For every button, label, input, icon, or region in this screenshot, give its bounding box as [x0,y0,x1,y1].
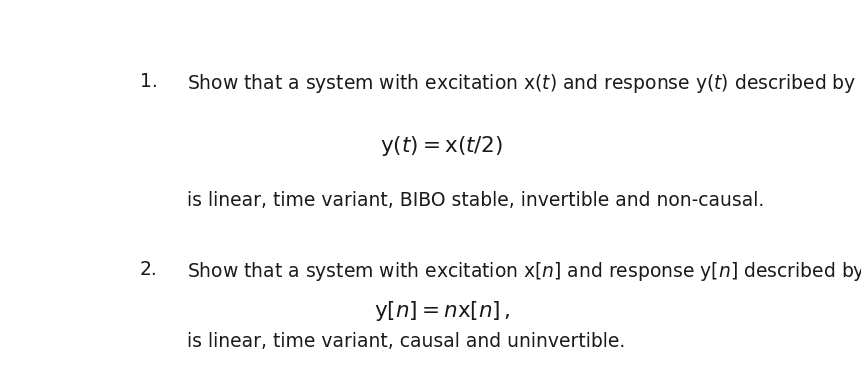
Text: is linear, time variant, causal and uninvertible.: is linear, time variant, causal and unin… [186,332,624,351]
Text: is linear, time variant, BIBO stable, invertible and non-causal.: is linear, time variant, BIBO stable, in… [186,191,763,210]
Text: Show that a system with excitation $\mathrm{x}(t)$ and response $\mathrm{y}(t)$ : Show that a system with excitation $\mat… [186,72,855,95]
Text: 2.: 2. [139,260,158,279]
Text: $\mathrm{y}(t) = \mathrm{x}(t/2)$: $\mathrm{y}(t) = \mathrm{x}(t/2)$ [380,134,503,158]
Text: 1.: 1. [139,72,158,91]
Text: Show that a system with excitation $\mathrm{x}[n]$ and response $\mathrm{y}[n]$ : Show that a system with excitation $\mat… [186,260,861,283]
Text: $\mathrm{y}[n] = n\mathrm{x}[n]\,,$: $\mathrm{y}[n] = n\mathrm{x}[n]\,,$ [373,299,510,323]
